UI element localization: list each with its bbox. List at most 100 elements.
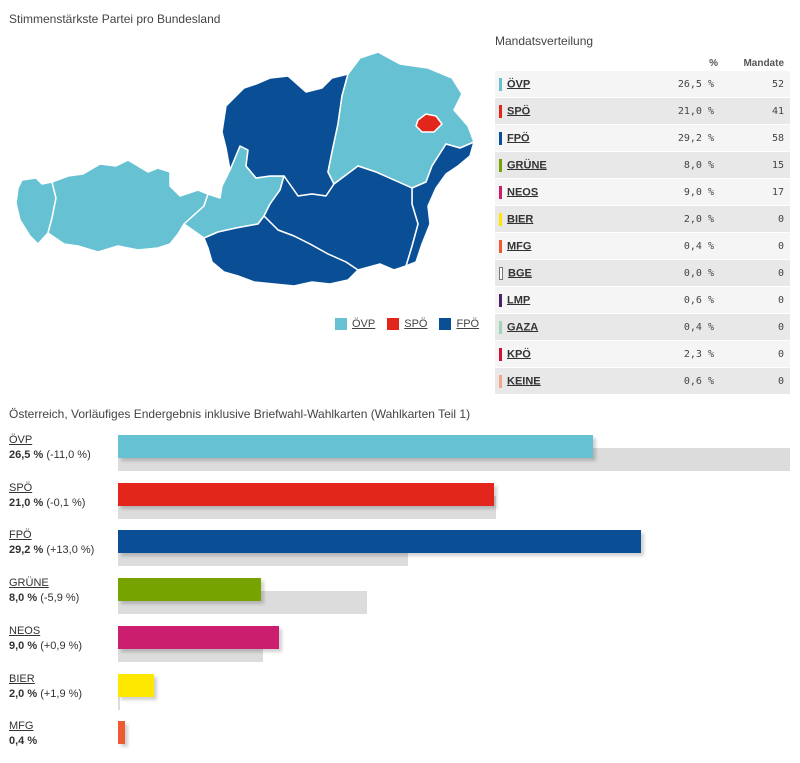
party-color-mark bbox=[499, 185, 502, 199]
mandate-row: NEOS 9,0 % 17 bbox=[495, 178, 790, 206]
party-link[interactable]: GAZA bbox=[507, 321, 539, 333]
mandate-pct: 2,0 % bbox=[594, 205, 724, 233]
bar-party-name[interactable]: SPÖ bbox=[9, 481, 33, 494]
party-link[interactable]: FPÖ bbox=[507, 132, 530, 144]
bar-row: SPÖ 21,0 % (-0,1 %) bbox=[0, 478, 800, 524]
map-region-tirol[interactable] bbox=[47, 159, 209, 253]
legend-item-fpoe[interactable]: FPÖ bbox=[439, 318, 479, 330]
party-link[interactable]: ÖVP bbox=[507, 78, 531, 90]
mandate-row: FPÖ 29,2 % 58 bbox=[495, 124, 790, 152]
bar-stat: 0,4 % bbox=[9, 735, 37, 747]
mandate-row: KEINE 0,6 % 0 bbox=[495, 367, 790, 395]
mandate-seats: 0 bbox=[724, 286, 790, 314]
mandate-pct: 8,0 % bbox=[594, 151, 724, 179]
party-link[interactable]: NEOS bbox=[507, 186, 539, 198]
party-color-mark bbox=[499, 374, 502, 388]
bar-diff-label: (-0,1 %) bbox=[46, 496, 86, 509]
bar-pct-label: 21,0 % bbox=[9, 496, 44, 509]
map-region-wien[interactable] bbox=[415, 113, 443, 133]
mandate-table: % Mandate ÖVP 26,5 % 52 SPÖ 21,0 % 41 FPÖ 29,2 … bbox=[495, 57, 790, 395]
mandate-party-cell: ÖVP bbox=[495, 71, 594, 98]
mandate-seats: 58 bbox=[724, 124, 790, 152]
bar-current[interactable] bbox=[118, 721, 126, 745]
mandate-party-cell: FPÖ bbox=[495, 124, 594, 152]
austria-map bbox=[15, 51, 475, 287]
bar-diff-label: (-11,0 %) bbox=[46, 449, 91, 461]
mandate-party-cell: KPÖ bbox=[495, 340, 594, 368]
mandate-row: ÖVP 26,5 % 52 bbox=[495, 71, 790, 98]
bar-party-name[interactable]: ÖVP bbox=[9, 434, 33, 446]
results-bar-chart: ÖVP 26,5 % (-11,0 %) SPÖ 21,0 % (-0,1 %) FPÖ… bbox=[0, 430, 800, 763]
mandate-party-cell: SPÖ bbox=[495, 97, 594, 125]
bar-pct-label: 2,0 % bbox=[9, 687, 38, 700]
bar-party-name[interactable]: BIER bbox=[9, 672, 35, 685]
bar-current[interactable] bbox=[118, 673, 154, 697]
party-link[interactable]: KEINE bbox=[507, 375, 541, 387]
bar-pct-label: 9,0 % bbox=[9, 639, 38, 652]
bar-party-name[interactable]: MFG bbox=[9, 720, 34, 733]
map-legend: ÖVP SPÖ FPÖ bbox=[335, 318, 479, 330]
legend-swatch-spoe bbox=[387, 318, 400, 330]
mandate-seats: 17 bbox=[724, 178, 790, 206]
bar-previous bbox=[118, 686, 120, 710]
bar-current[interactable] bbox=[118, 578, 262, 602]
party-link[interactable]: MFG bbox=[507, 240, 532, 252]
legend-label-fpoe: FPÖ bbox=[456, 318, 480, 330]
mandate-seats: 52 bbox=[724, 71, 790, 98]
party-color-mark bbox=[499, 104, 502, 118]
bar-current[interactable] bbox=[118, 625, 280, 649]
bar-stat: 26,5 % (-11,0 %) bbox=[9, 449, 91, 461]
bar-diff-label: (+0,9 %) bbox=[40, 639, 83, 652]
bar-pct-label: 0,4 % bbox=[9, 735, 38, 748]
map-region-kaernten[interactable] bbox=[203, 215, 359, 287]
mandate-pct: 0,0 % bbox=[594, 259, 724, 287]
map-title: Stimmenstärkste Partei pro Bundesland bbox=[9, 12, 221, 26]
bar-current[interactable] bbox=[118, 482, 495, 506]
mandate-row: MFG 0,4 % 0 bbox=[495, 232, 790, 260]
legend-item-oevp[interactable]: ÖVP bbox=[335, 318, 375, 330]
chart-title: Österreich, Vorläufiges Endergebnis inkl… bbox=[9, 407, 471, 421]
bar-party-name[interactable]: NEOS bbox=[9, 624, 41, 637]
bar-stat: 29,2 % (+13,0 %) bbox=[9, 544, 94, 556]
mandate-seats: 0 bbox=[724, 367, 790, 395]
bar-pct-label: 8,0 % bbox=[9, 592, 38, 605]
mandate-party-cell: LMP bbox=[495, 286, 594, 314]
party-color-mark bbox=[499, 293, 502, 307]
mandate-row: GRÜNE 8,0 % 15 bbox=[495, 151, 790, 179]
mandate-pct: 2,3 % bbox=[594, 340, 724, 368]
mandate-party-cell: MFG bbox=[495, 232, 594, 260]
party-link[interactable]: SPÖ bbox=[507, 105, 531, 117]
mandate-col-party bbox=[495, 57, 594, 71]
mandate-party-cell: GAZA bbox=[495, 313, 594, 341]
mandate-pct: 9,0 % bbox=[594, 178, 724, 206]
bar-row: BIER 2,0 % (+1,9 %) bbox=[0, 669, 800, 715]
mandate-row: BGE 0,0 % 0 bbox=[495, 259, 790, 287]
bar-row: NEOS 9,0 % (+0,9 %) bbox=[0, 621, 800, 667]
party-color-mark bbox=[499, 77, 502, 91]
mandate-seats: 15 bbox=[724, 151, 790, 179]
party-link[interactable]: BGE bbox=[508, 267, 532, 279]
mandate-pct: 0,6 % bbox=[594, 286, 724, 314]
bar-row: GRÜNE 8,0 % (-5,9 %) bbox=[0, 573, 800, 619]
mandate-table-panel: Mandatsverteilung % Mandate ÖVP 26,5 % 52 S… bbox=[495, 34, 790, 395]
party-color-mark bbox=[499, 212, 502, 226]
party-link[interactable]: KPÖ bbox=[507, 348, 531, 360]
party-color-mark bbox=[499, 158, 502, 172]
party-link[interactable]: BIER bbox=[507, 213, 534, 225]
legend-item-spoe[interactable]: SPÖ bbox=[387, 318, 427, 330]
mandate-col-seats: Mandate bbox=[743, 57, 784, 69]
bar-pct-label: 26,5 % bbox=[9, 449, 44, 461]
mandate-row: BIER 2,0 % 0 bbox=[495, 205, 790, 233]
bar-current[interactable] bbox=[118, 435, 593, 458]
bar-party-name[interactable]: FPÖ bbox=[9, 529, 32, 542]
bar-diff-label: (+1,9 %) bbox=[40, 687, 83, 700]
bar-party-name[interactable]: GRÜNE bbox=[9, 577, 49, 590]
mandate-party-cell: NEOS bbox=[495, 178, 594, 206]
mandate-pct: 26,5 % bbox=[594, 71, 724, 98]
party-link[interactable]: GRÜNE bbox=[507, 159, 547, 171]
bar-stat: 8,0 % (-5,9 %) bbox=[9, 592, 79, 604]
legend-label-oevp: ÖVP bbox=[352, 318, 376, 330]
party-link[interactable]: LMP bbox=[507, 294, 531, 306]
mandate-party-cell: BIER bbox=[495, 205, 594, 233]
bar-current[interactable] bbox=[118, 530, 642, 554]
